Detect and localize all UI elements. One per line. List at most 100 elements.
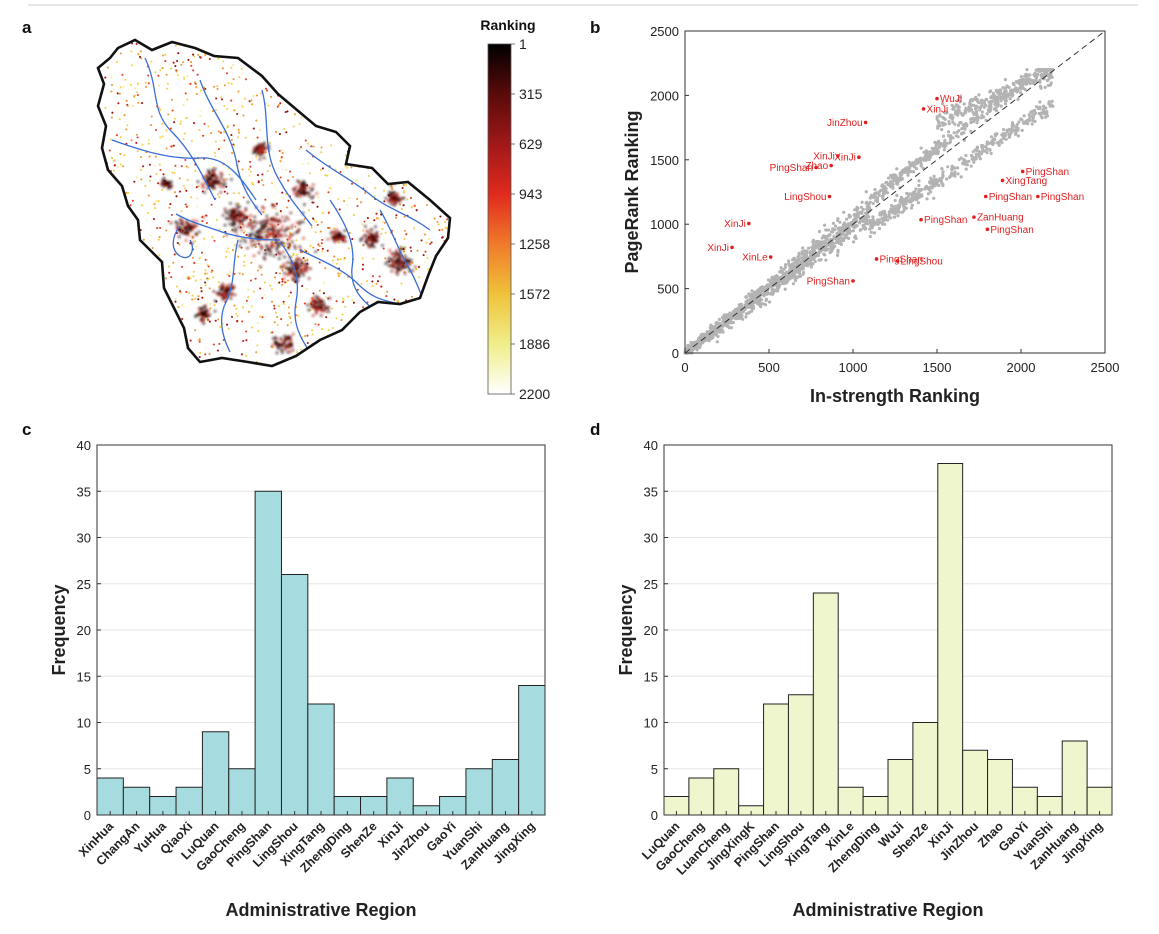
map-dot — [435, 308, 438, 311]
hub-dot — [319, 302, 322, 305]
map-dot — [177, 40, 181, 42]
map-dot — [137, 53, 140, 56]
scatter-point — [946, 165, 950, 169]
map-dot — [228, 251, 231, 254]
hub-dot — [299, 258, 302, 261]
map-dot — [440, 160, 443, 164]
map-dot — [303, 302, 306, 305]
hub-dot — [303, 203, 306, 206]
map-dot — [204, 347, 207, 350]
hub-dot — [288, 237, 291, 241]
hub-dot — [228, 222, 232, 226]
map-dot — [284, 111, 287, 114]
map-dot — [338, 343, 341, 346]
hub-dot — [300, 186, 304, 190]
map-dot — [367, 337, 370, 340]
map-dot — [226, 192, 229, 195]
scatter-point — [826, 234, 830, 238]
map-dot — [133, 180, 136, 183]
map-dot — [285, 193, 288, 196]
map-dot — [298, 147, 301, 150]
map-dot — [189, 82, 192, 85]
map-dot — [143, 320, 146, 323]
scatter-point — [912, 170, 916, 174]
hub-dot — [249, 241, 253, 244]
scatter-point — [1049, 75, 1053, 79]
map-dot — [174, 300, 177, 303]
scatter-point — [873, 188, 877, 192]
map-dot — [187, 277, 190, 280]
map-dot — [178, 177, 181, 180]
map-dot — [286, 363, 289, 366]
hub-dot — [297, 275, 300, 278]
map-dot — [409, 89, 412, 92]
map-dot — [262, 183, 265, 187]
map-dot — [395, 214, 398, 217]
map-dot — [398, 131, 401, 134]
scatter-point — [887, 176, 891, 180]
hub-dot — [275, 351, 279, 355]
map-dot — [393, 298, 396, 301]
map-dot — [453, 323, 455, 325]
map-dot — [132, 266, 135, 269]
scatter-point — [817, 247, 821, 251]
map-dot — [161, 67, 164, 70]
hub-dot — [186, 222, 189, 225]
map-dot — [433, 44, 436, 47]
map-dot — [339, 170, 342, 173]
map-dot — [388, 42, 391, 45]
map-dot — [290, 65, 293, 68]
map-dot — [269, 284, 272, 287]
map-dot — [219, 139, 222, 142]
map-dot — [290, 80, 293, 83]
map-dot — [435, 286, 438, 289]
map-dot — [119, 336, 122, 339]
scatter-point — [823, 223, 827, 227]
map-dot — [415, 209, 418, 212]
hub-dot — [303, 270, 306, 273]
map-dot — [218, 228, 221, 231]
map-dot — [226, 323, 229, 326]
colorbar-tick-label: 2200 — [519, 386, 550, 402]
map-dot — [288, 64, 291, 67]
map-dot — [325, 58, 328, 61]
map-dot — [350, 323, 353, 326]
hub-dot — [261, 205, 264, 209]
map-dot — [402, 183, 405, 186]
hub-dot — [275, 241, 278, 244]
map-dot — [211, 110, 214, 113]
map-dot — [321, 167, 324, 170]
hub-dot — [397, 253, 401, 256]
scatter-point — [1000, 97, 1004, 101]
hub-dot — [328, 297, 332, 300]
map-dot — [420, 76, 423, 79]
map-dot — [321, 328, 324, 331]
map-dot — [210, 48, 213, 51]
map-dot — [427, 40, 430, 42]
map-dot — [286, 324, 289, 327]
map-dot — [276, 48, 280, 52]
map-dot — [278, 90, 281, 93]
hub-dot — [276, 246, 279, 249]
hub-dot — [406, 260, 409, 264]
map-dot — [157, 238, 160, 241]
map-dot — [410, 206, 413, 209]
map-dot — [434, 49, 437, 52]
hub-dot — [169, 221, 173, 225]
map-dot — [178, 190, 182, 193]
map-dot — [383, 221, 386, 224]
map-dot — [216, 87, 219, 90]
map-dot — [279, 160, 282, 163]
scatter-point — [956, 172, 960, 176]
hub-dot — [396, 193, 399, 196]
map-dot — [306, 101, 309, 104]
map-dot — [233, 144, 236, 147]
map-dot — [181, 317, 184, 320]
hub-dot — [386, 260, 389, 263]
hub-dot — [302, 237, 305, 240]
hub-dot — [307, 308, 310, 312]
scatter-point — [924, 158, 928, 162]
map-dot — [347, 295, 350, 298]
map-dot — [441, 68, 444, 71]
map-dot — [236, 238, 239, 241]
